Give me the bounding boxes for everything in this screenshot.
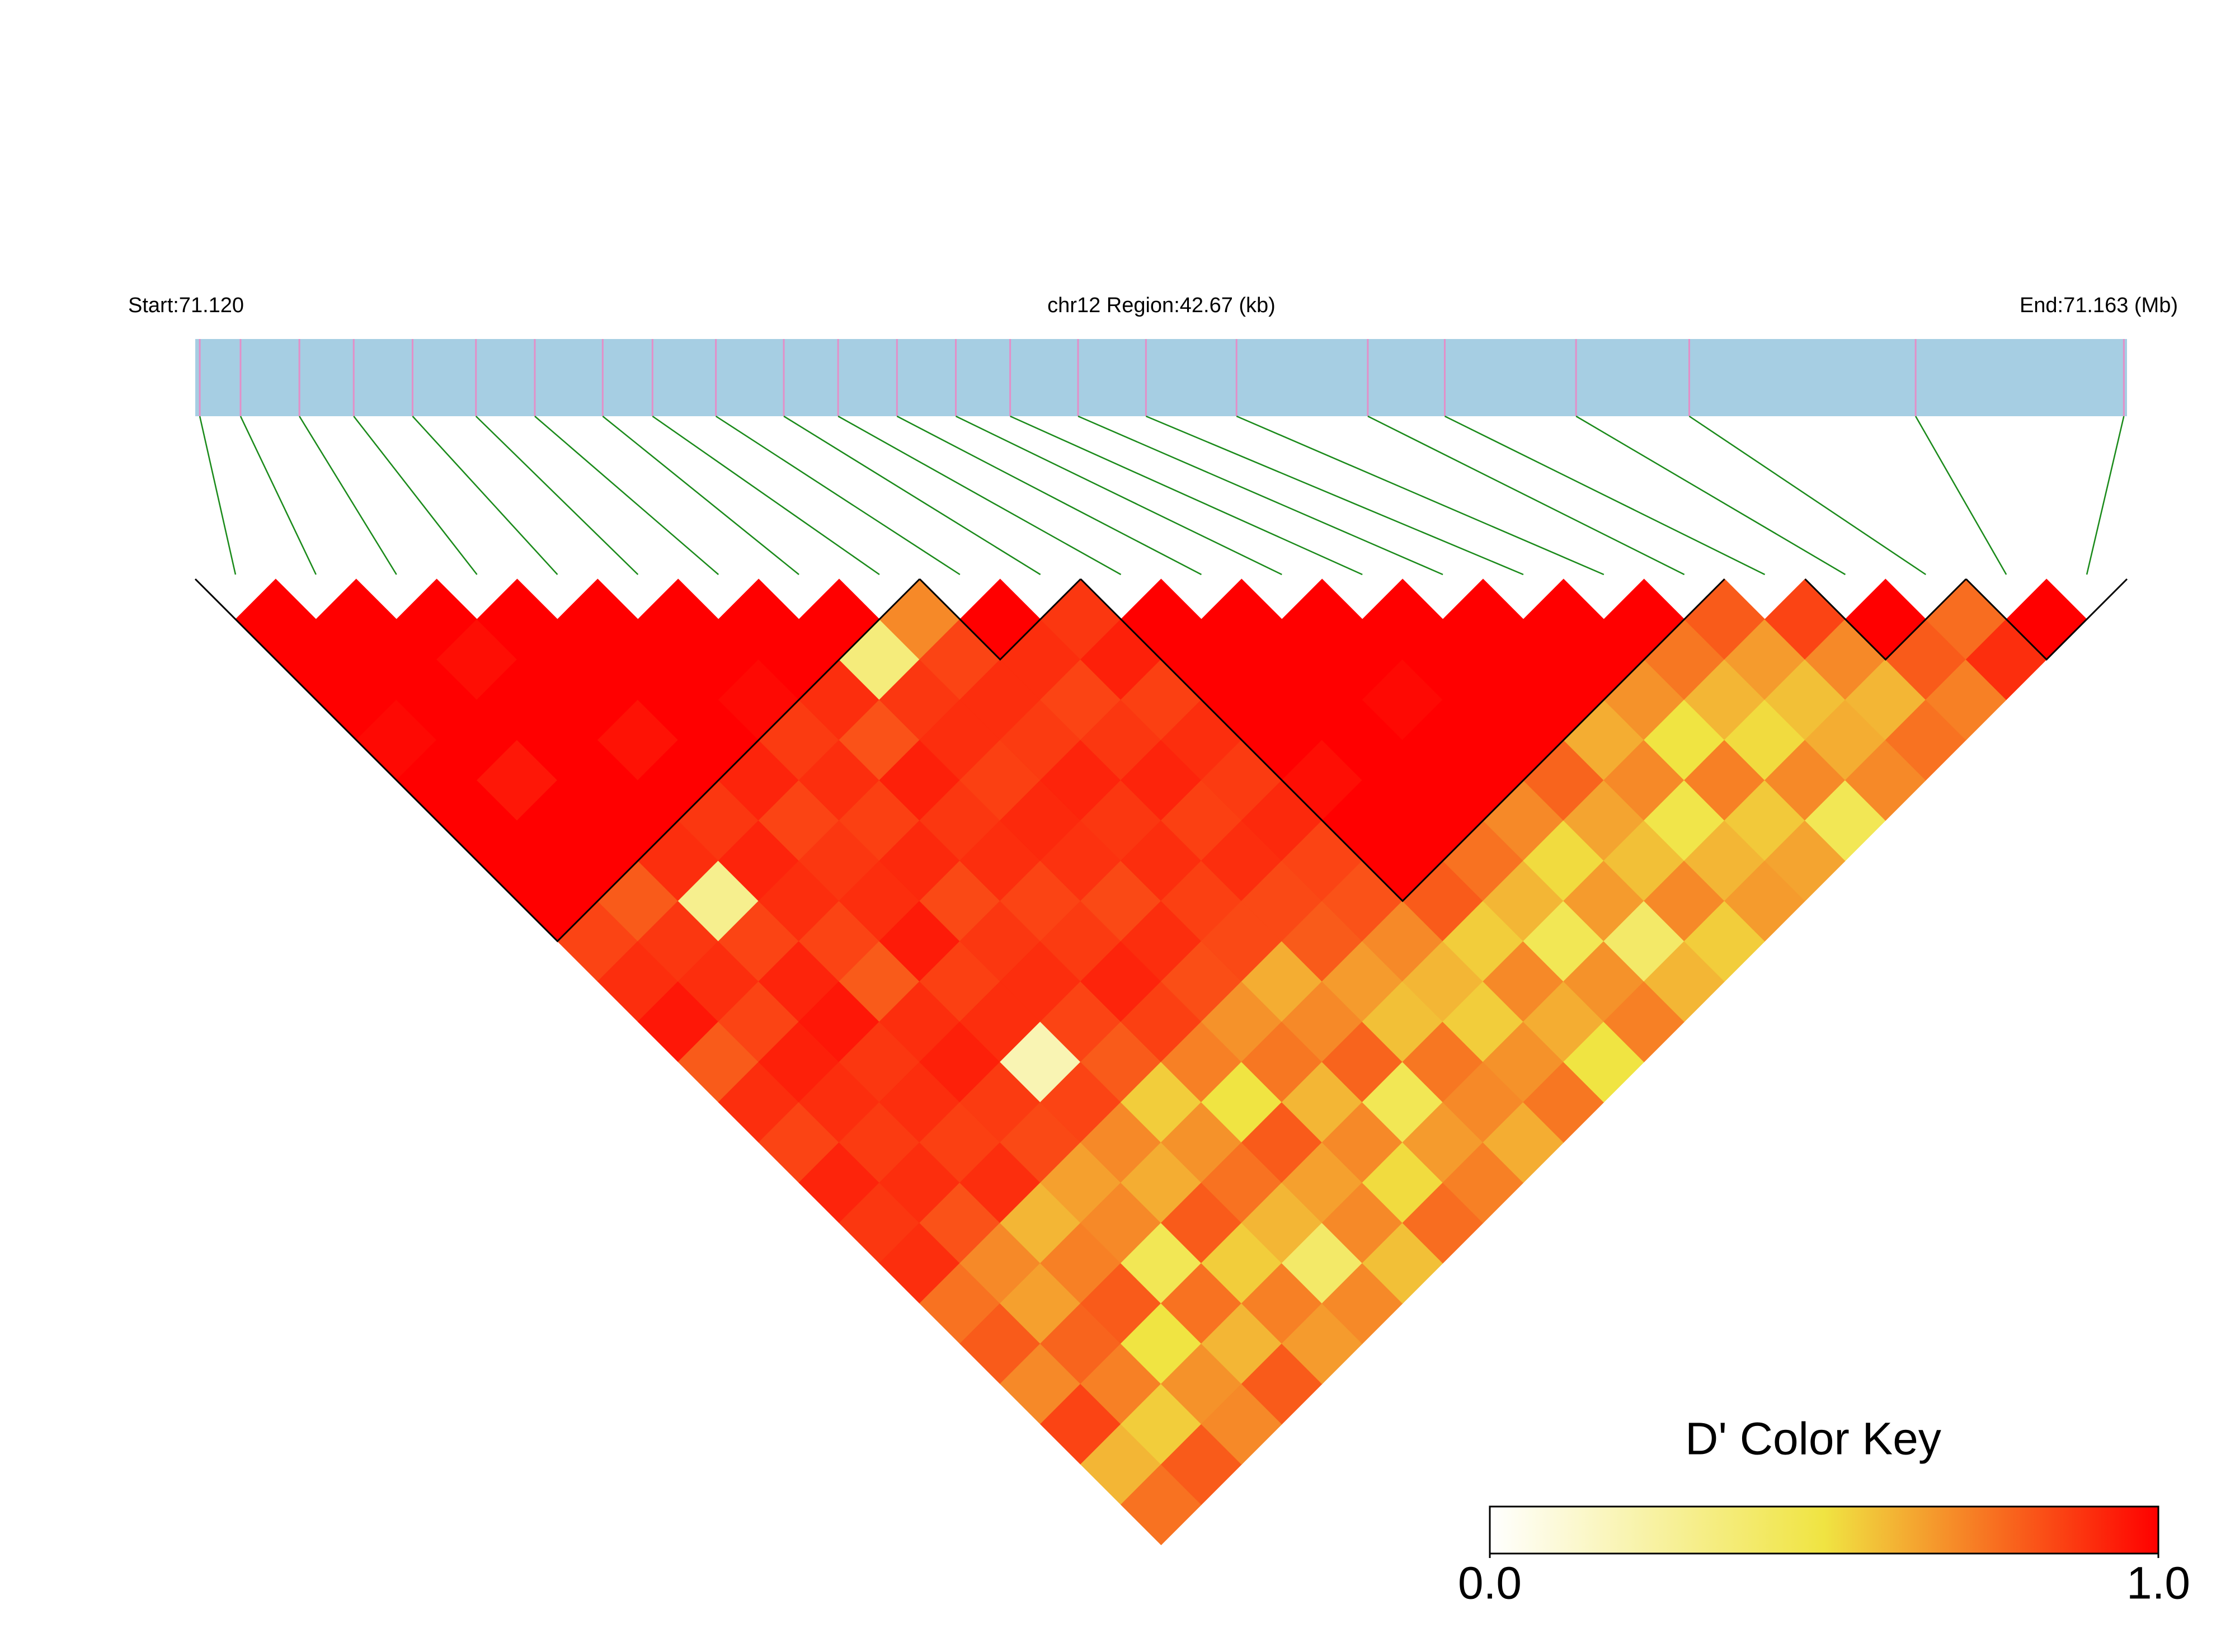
key-tick-label: 0.0 [1458, 1558, 1522, 1609]
snp-link [1010, 415, 1363, 576]
snp-link [475, 416, 639, 575]
snp-link [353, 416, 478, 575]
snp-link [2086, 416, 2125, 575]
snp-link [1915, 416, 2007, 575]
snp-link [652, 415, 880, 576]
snp-link [1367, 415, 1685, 576]
end-label: End:71.163 (Mb) [2020, 294, 2178, 317]
snp-link [896, 415, 1202, 576]
ld-block [1804, 578, 1967, 661]
snp-link [1236, 415, 1605, 576]
ld-block [194, 578, 920, 943]
ld-block [1080, 578, 1725, 902]
region-bar [195, 339, 2127, 416]
snp-link [955, 415, 1282, 576]
snp-link [299, 416, 397, 575]
snp-link [1688, 415, 1927, 576]
region-title: chr12 Region:42.67 (kb) [1047, 294, 1276, 317]
snp-link [239, 416, 317, 575]
snp-link [602, 416, 799, 575]
key-title: D' Color Key [1685, 1414, 1941, 1465]
snp-link [1575, 415, 1846, 576]
snp-link [783, 415, 1041, 576]
snp-link [1077, 415, 1443, 576]
snp-link [715, 415, 961, 576]
snp-link [534, 416, 719, 575]
snp-link [412, 416, 558, 575]
ld-block [919, 578, 1081, 661]
snp-link [1444, 415, 1766, 576]
snp-link [199, 416, 237, 575]
ld-block [1965, 578, 2128, 661]
color-key [1489, 1505, 2159, 1555]
snp-link [1145, 415, 1524, 576]
snp-link [837, 415, 1122, 576]
start-label: Start:71.120 [128, 294, 244, 317]
key-tick-label: 1.0 [2126, 1558, 2190, 1609]
